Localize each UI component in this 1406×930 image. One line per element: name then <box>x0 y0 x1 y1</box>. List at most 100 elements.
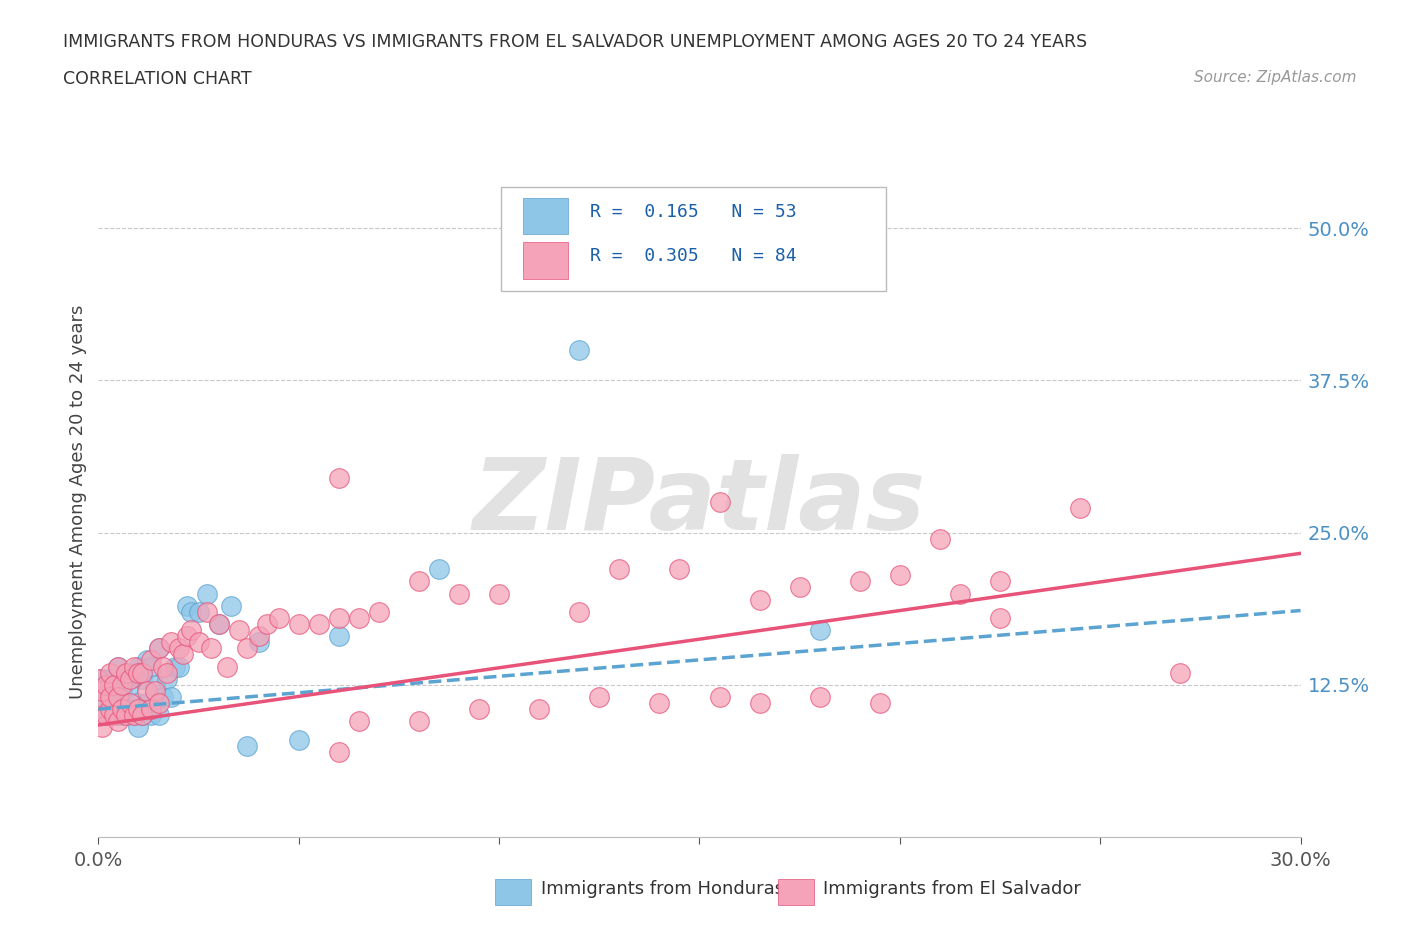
Point <box>87 671 110 686</box>
Point <box>135 696 157 711</box>
Point <box>588 689 610 704</box>
Point <box>988 610 1011 625</box>
Point <box>180 604 202 619</box>
Point <box>180 622 202 637</box>
Point <box>468 702 491 717</box>
Point <box>208 617 231 631</box>
Point <box>107 659 129 674</box>
Point <box>267 610 290 625</box>
Point <box>159 689 181 704</box>
Point <box>115 708 138 723</box>
Point <box>347 714 370 729</box>
Text: Immigrants from El Salvador: Immigrants from El Salvador <box>824 880 1081 898</box>
Point <box>609 562 631 577</box>
Point <box>235 641 257 656</box>
Point <box>568 342 591 357</box>
Point <box>107 689 129 704</box>
Point <box>96 677 118 692</box>
Text: CORRELATION CHART: CORRELATION CHART <box>63 70 252 87</box>
Point <box>488 586 510 601</box>
Point <box>96 684 118 698</box>
Point <box>139 653 162 668</box>
FancyBboxPatch shape <box>501 188 886 291</box>
Point <box>1069 501 1091 516</box>
Point <box>1170 665 1192 680</box>
Point <box>143 684 166 698</box>
Point <box>155 665 177 680</box>
Point <box>100 702 122 717</box>
Point <box>124 659 146 674</box>
Point <box>247 629 270 644</box>
Point <box>849 574 872 589</box>
Point <box>709 689 731 704</box>
Point <box>148 708 170 723</box>
Point <box>103 677 125 692</box>
Point <box>187 604 209 619</box>
Point <box>91 720 114 735</box>
Point <box>91 708 114 723</box>
Point <box>100 671 122 686</box>
Point <box>256 617 278 631</box>
Point <box>668 562 690 577</box>
Point <box>176 598 198 613</box>
Point <box>195 586 218 601</box>
Point <box>131 708 153 723</box>
Point <box>131 708 153 723</box>
Point <box>889 568 911 583</box>
Y-axis label: Unemployment Among Ages 20 to 24 years: Unemployment Among Ages 20 to 24 years <box>69 305 87 699</box>
Point <box>447 586 470 601</box>
Point <box>988 574 1011 589</box>
Point <box>103 708 125 723</box>
Point <box>131 665 153 680</box>
Point <box>87 689 110 704</box>
Point <box>328 629 350 644</box>
Point <box>152 689 174 704</box>
Text: ZIPatlas: ZIPatlas <box>472 454 927 551</box>
Point <box>228 622 250 637</box>
Point <box>789 580 811 595</box>
Point <box>128 720 150 735</box>
Point <box>288 732 311 747</box>
Point <box>124 708 146 723</box>
Point <box>208 617 231 631</box>
Text: Source: ZipAtlas.com: Source: ZipAtlas.com <box>1194 70 1357 85</box>
Text: IMMIGRANTS FROM HONDURAS VS IMMIGRANTS FROM EL SALVADOR UNEMPLOYMENT AMONG AGES : IMMIGRANTS FROM HONDURAS VS IMMIGRANTS F… <box>63 33 1087 50</box>
Point <box>167 641 190 656</box>
FancyBboxPatch shape <box>495 879 531 905</box>
Point <box>120 671 142 686</box>
Point <box>648 696 671 711</box>
Point <box>143 677 166 692</box>
Point <box>748 696 770 711</box>
Point <box>87 677 110 692</box>
Point <box>155 671 177 686</box>
Point <box>148 641 170 656</box>
Point <box>408 574 430 589</box>
Point <box>152 659 174 674</box>
Point <box>163 659 186 674</box>
Point <box>235 738 257 753</box>
Point <box>135 653 157 668</box>
Point <box>91 684 114 698</box>
Point <box>100 689 122 704</box>
Point <box>215 659 238 674</box>
Point <box>247 635 270 650</box>
FancyBboxPatch shape <box>523 242 568 279</box>
Point <box>288 617 311 631</box>
Point <box>135 684 157 698</box>
Point <box>347 610 370 625</box>
Point <box>115 665 138 680</box>
Point <box>128 702 150 717</box>
Point <box>328 610 350 625</box>
Point <box>709 495 731 510</box>
Point <box>139 702 162 717</box>
Point <box>91 689 114 704</box>
Point <box>128 665 150 680</box>
Point <box>107 714 129 729</box>
Point <box>96 708 118 723</box>
Point <box>103 708 125 723</box>
Point <box>107 659 129 674</box>
Point <box>100 702 122 717</box>
Point <box>949 586 972 601</box>
Point <box>128 659 150 674</box>
Point <box>115 671 138 686</box>
